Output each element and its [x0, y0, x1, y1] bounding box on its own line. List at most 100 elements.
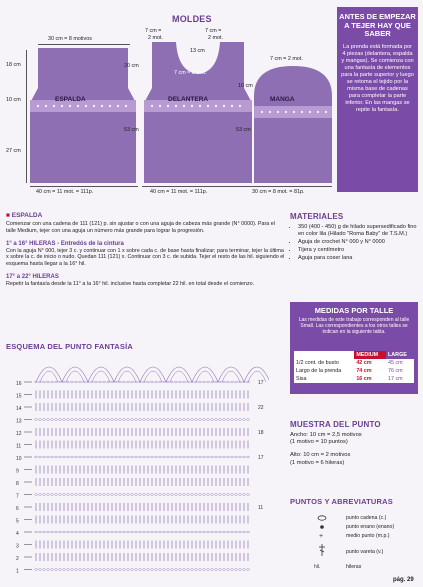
- double-crochet-icon: [319, 544, 325, 556]
- sizes-box: MEDIDAS POR TALLE Las medidas de este tr…: [290, 302, 418, 394]
- sizes-row: Largo de la prenda 74 cm 76 cm: [294, 367, 414, 375]
- h2-text: Repetir la fantasía desde la 11° a la 16…: [6, 280, 255, 287]
- esquema-title: ESQUEMA DEL PUNTO FANTASÍA: [6, 342, 134, 351]
- tip-text: La prenda está formada por 4 piezas (del…: [341, 43, 414, 113]
- espalda-shape: [30, 48, 136, 183]
- materials-item: Aguja para coser lana: [298, 255, 418, 262]
- sizes-row: Sisa 16 cm 17 cm: [294, 375, 414, 383]
- delantera-bottom-dim: 40 cm = 11 mot. = 111p.: [150, 189, 208, 195]
- sizes-cell: 17 cm: [387, 376, 403, 382]
- abbr-slip: punto enano (enano): [346, 524, 395, 530]
- materials-item: Tijera y centímetro: [298, 247, 418, 254]
- tip-title: ANTES DE EMPEZAR A TEJER HAY QUE SABER: [339, 12, 416, 39]
- abbr-dc: punto vareta (v.): [346, 549, 384, 555]
- materials-title: MATERIALES: [290, 212, 344, 221]
- chart-row-label-right: 18: [258, 430, 264, 436]
- gauge-alto-2: (1 motivo = 6 hileras): [290, 459, 345, 466]
- sizes-title: MEDIDAS POR TALLE: [314, 306, 394, 315]
- sizes-cell: 42 cm: [356, 360, 372, 366]
- sizes-header-large: LARGE: [385, 351, 414, 359]
- sizes-header-medium: MEDIUM: [354, 351, 386, 359]
- delantera-neck-dim-1: 7 cm =: [145, 28, 162, 34]
- delantera-neck-depth: 13 cm: [190, 48, 205, 54]
- sizes-cell: Largo de la prenda: [296, 368, 342, 374]
- chart-row-label: 11: [16, 444, 21, 450]
- materials-list: 350 (400 - 450) g de hilado supersedific…: [290, 224, 418, 262]
- gauge-ancho-2: (1 motivo = 10 puntos): [290, 439, 348, 446]
- espalda-heading: ■ ESPALDA: [6, 212, 43, 219]
- gauge-title: MUESTRA DEL PUNTO: [290, 420, 381, 429]
- chart-row-label: 6: [16, 506, 19, 512]
- page-title: MOLDES: [172, 14, 212, 24]
- delantera-neck-dim-1b: 2 mot.: [148, 35, 163, 41]
- abbr-rows: hileras: [346, 564, 362, 570]
- delantera-label: DELANTERA: [168, 96, 209, 103]
- h2-heading: 17° a 22° HILERAS: [6, 273, 59, 280]
- h1-text: Con la aguja N° 000, tejer 3 c. y contin…: [6, 247, 285, 268]
- espalda-bottom-dim: 40 cm = 11 mot. = 111p.: [36, 189, 94, 195]
- chart-row-label-right: 11: [258, 505, 263, 511]
- single-crochet-icon: +: [319, 533, 323, 540]
- abbr-title: PUNTOS Y ABREVIATURAS: [290, 497, 393, 506]
- stitch-chart: 16 15 14 13 12 11 10 9 8 7 6 5 4 3 2 1 17 22 18 17 11: [16, 366, 269, 575]
- chart-row-label-right: 17: [258, 380, 264, 386]
- espalda-dim-top: 18 cm: [6, 62, 21, 68]
- delantera-neck-dim-2b: 2 mot.: [208, 35, 223, 41]
- manga-bottom-dim: 30 cm = 8 mot. = 81p.: [252, 189, 305, 195]
- delantera-dim-left: 20 cm: [124, 63, 139, 69]
- espalda-heading-text: ESPALDA: [11, 212, 43, 219]
- sizes-cell: 1/2 cont. de busto: [296, 360, 339, 366]
- chart-row-label: 7: [16, 494, 19, 500]
- chart-row-label: 15: [16, 394, 22, 400]
- manga-top-dim: 7 cm = 2 mot.: [270, 56, 303, 62]
- manga-dim-left: 10 cm: [238, 83, 253, 89]
- chart-row-label: 2: [16, 556, 19, 562]
- chart-row-label: 16: [16, 381, 22, 387]
- espalda-dim-bot: 27 cm: [6, 148, 21, 154]
- chart-row-label: 12: [16, 431, 22, 437]
- abbr-chain: punto cadena (c.): [346, 515, 387, 521]
- espalda-dim-mid: 10 cm: [6, 97, 21, 103]
- manga-dim-right: 53 cm: [236, 127, 251, 133]
- h1-heading: 1° a 16° HILERAS - Entredós de la cintur…: [6, 240, 124, 247]
- delantera-neck-dim-2: 7 cm =: [205, 28, 222, 34]
- sizes-table-wrap: MEDIUM LARGE 1/2 cont. de busto 42 cm 45 c…: [294, 351, 414, 383]
- rows-label: hil.: [314, 564, 320, 570]
- sizes-header-0: [294, 351, 354, 359]
- chain-icon: [317, 515, 327, 521]
- chart-row-label: 4: [16, 531, 19, 537]
- sizes-table: MEDIUM LARGE 1/2 cont. de busto 42 cm 45 c…: [294, 351, 414, 383]
- chart-row-label: 10: [16, 456, 22, 462]
- tip-box: ANTES DE EMPEZAR A TEJER HAY QUE SABER L…: [337, 7, 418, 192]
- materials-item: Aguja de crochet N° 000 y N° 0000: [298, 239, 418, 246]
- chart-row-label: 8: [16, 481, 19, 487]
- chart-row-label: 5: [16, 519, 19, 525]
- chart-row-label: 9: [16, 469, 19, 475]
- sizes-cell: 74 cm: [356, 368, 372, 374]
- chart-row-label: 13: [16, 419, 22, 425]
- slip-stitch-icon: [320, 525, 324, 529]
- delantera-shape: [144, 42, 252, 183]
- manga-shape: [254, 66, 332, 183]
- gauge-section: MUESTRA DEL PUNTO Ancho: 10 cm = 2,5 mot…: [290, 420, 418, 467]
- gauge-alto: Alto: 10 cm = 2 motivos: [290, 452, 351, 459]
- espalda-text: Comenzar con una cadena de 111 (121) p. …: [6, 221, 275, 234]
- chart-row-label: 3: [16, 544, 19, 550]
- sizes-cell: 45 cm: [387, 360, 403, 366]
- materials-section: MATERIALES 350 (400 - 450) g de hilado s…: [290, 212, 418, 263]
- chart-row-label-right: 17: [258, 455, 264, 461]
- gauge-ancho: Ancho: 10 cm = 2,5 motivos: [290, 432, 362, 438]
- delantera-neck-bottom: 7 cm = 2 mot.: [174, 70, 207, 76]
- sizes-row: 1/2 cont. de busto 42 cm 45 cm: [294, 359, 414, 367]
- chart-row-label-right: 22: [258, 405, 264, 411]
- espalda-top-dim: 30 cm = 8 motivos: [48, 36, 92, 42]
- sizes-cell: 76 cm: [387, 368, 403, 374]
- abbr-symbols: + hil.: [314, 515, 327, 570]
- sizes-cell: Sisa: [296, 376, 307, 382]
- manga-label: MANGA: [270, 96, 295, 103]
- chart-row-label: 1: [16, 569, 19, 575]
- instructions: ■ ESPALDA Comenzar con una cadena de 111…: [6, 212, 286, 288]
- delantera-dim-right: 53 cm: [124, 127, 139, 133]
- abbr-sc: medio punto (m.p.): [346, 533, 390, 539]
- sizes-cell: 16 cm: [356, 376, 372, 382]
